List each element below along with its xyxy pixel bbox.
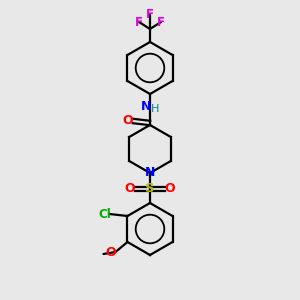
Text: F: F [157, 16, 165, 28]
Text: H: H [151, 104, 159, 114]
Text: O: O [165, 182, 175, 196]
Text: N: N [141, 100, 151, 113]
Text: F: F [135, 16, 143, 28]
Text: Cl: Cl [98, 208, 111, 220]
Text: N: N [145, 167, 155, 179]
Text: S: S [145, 182, 155, 196]
Text: O: O [105, 245, 116, 259]
Text: O: O [123, 115, 133, 128]
Text: O: O [125, 182, 135, 196]
Text: F: F [146, 8, 154, 22]
